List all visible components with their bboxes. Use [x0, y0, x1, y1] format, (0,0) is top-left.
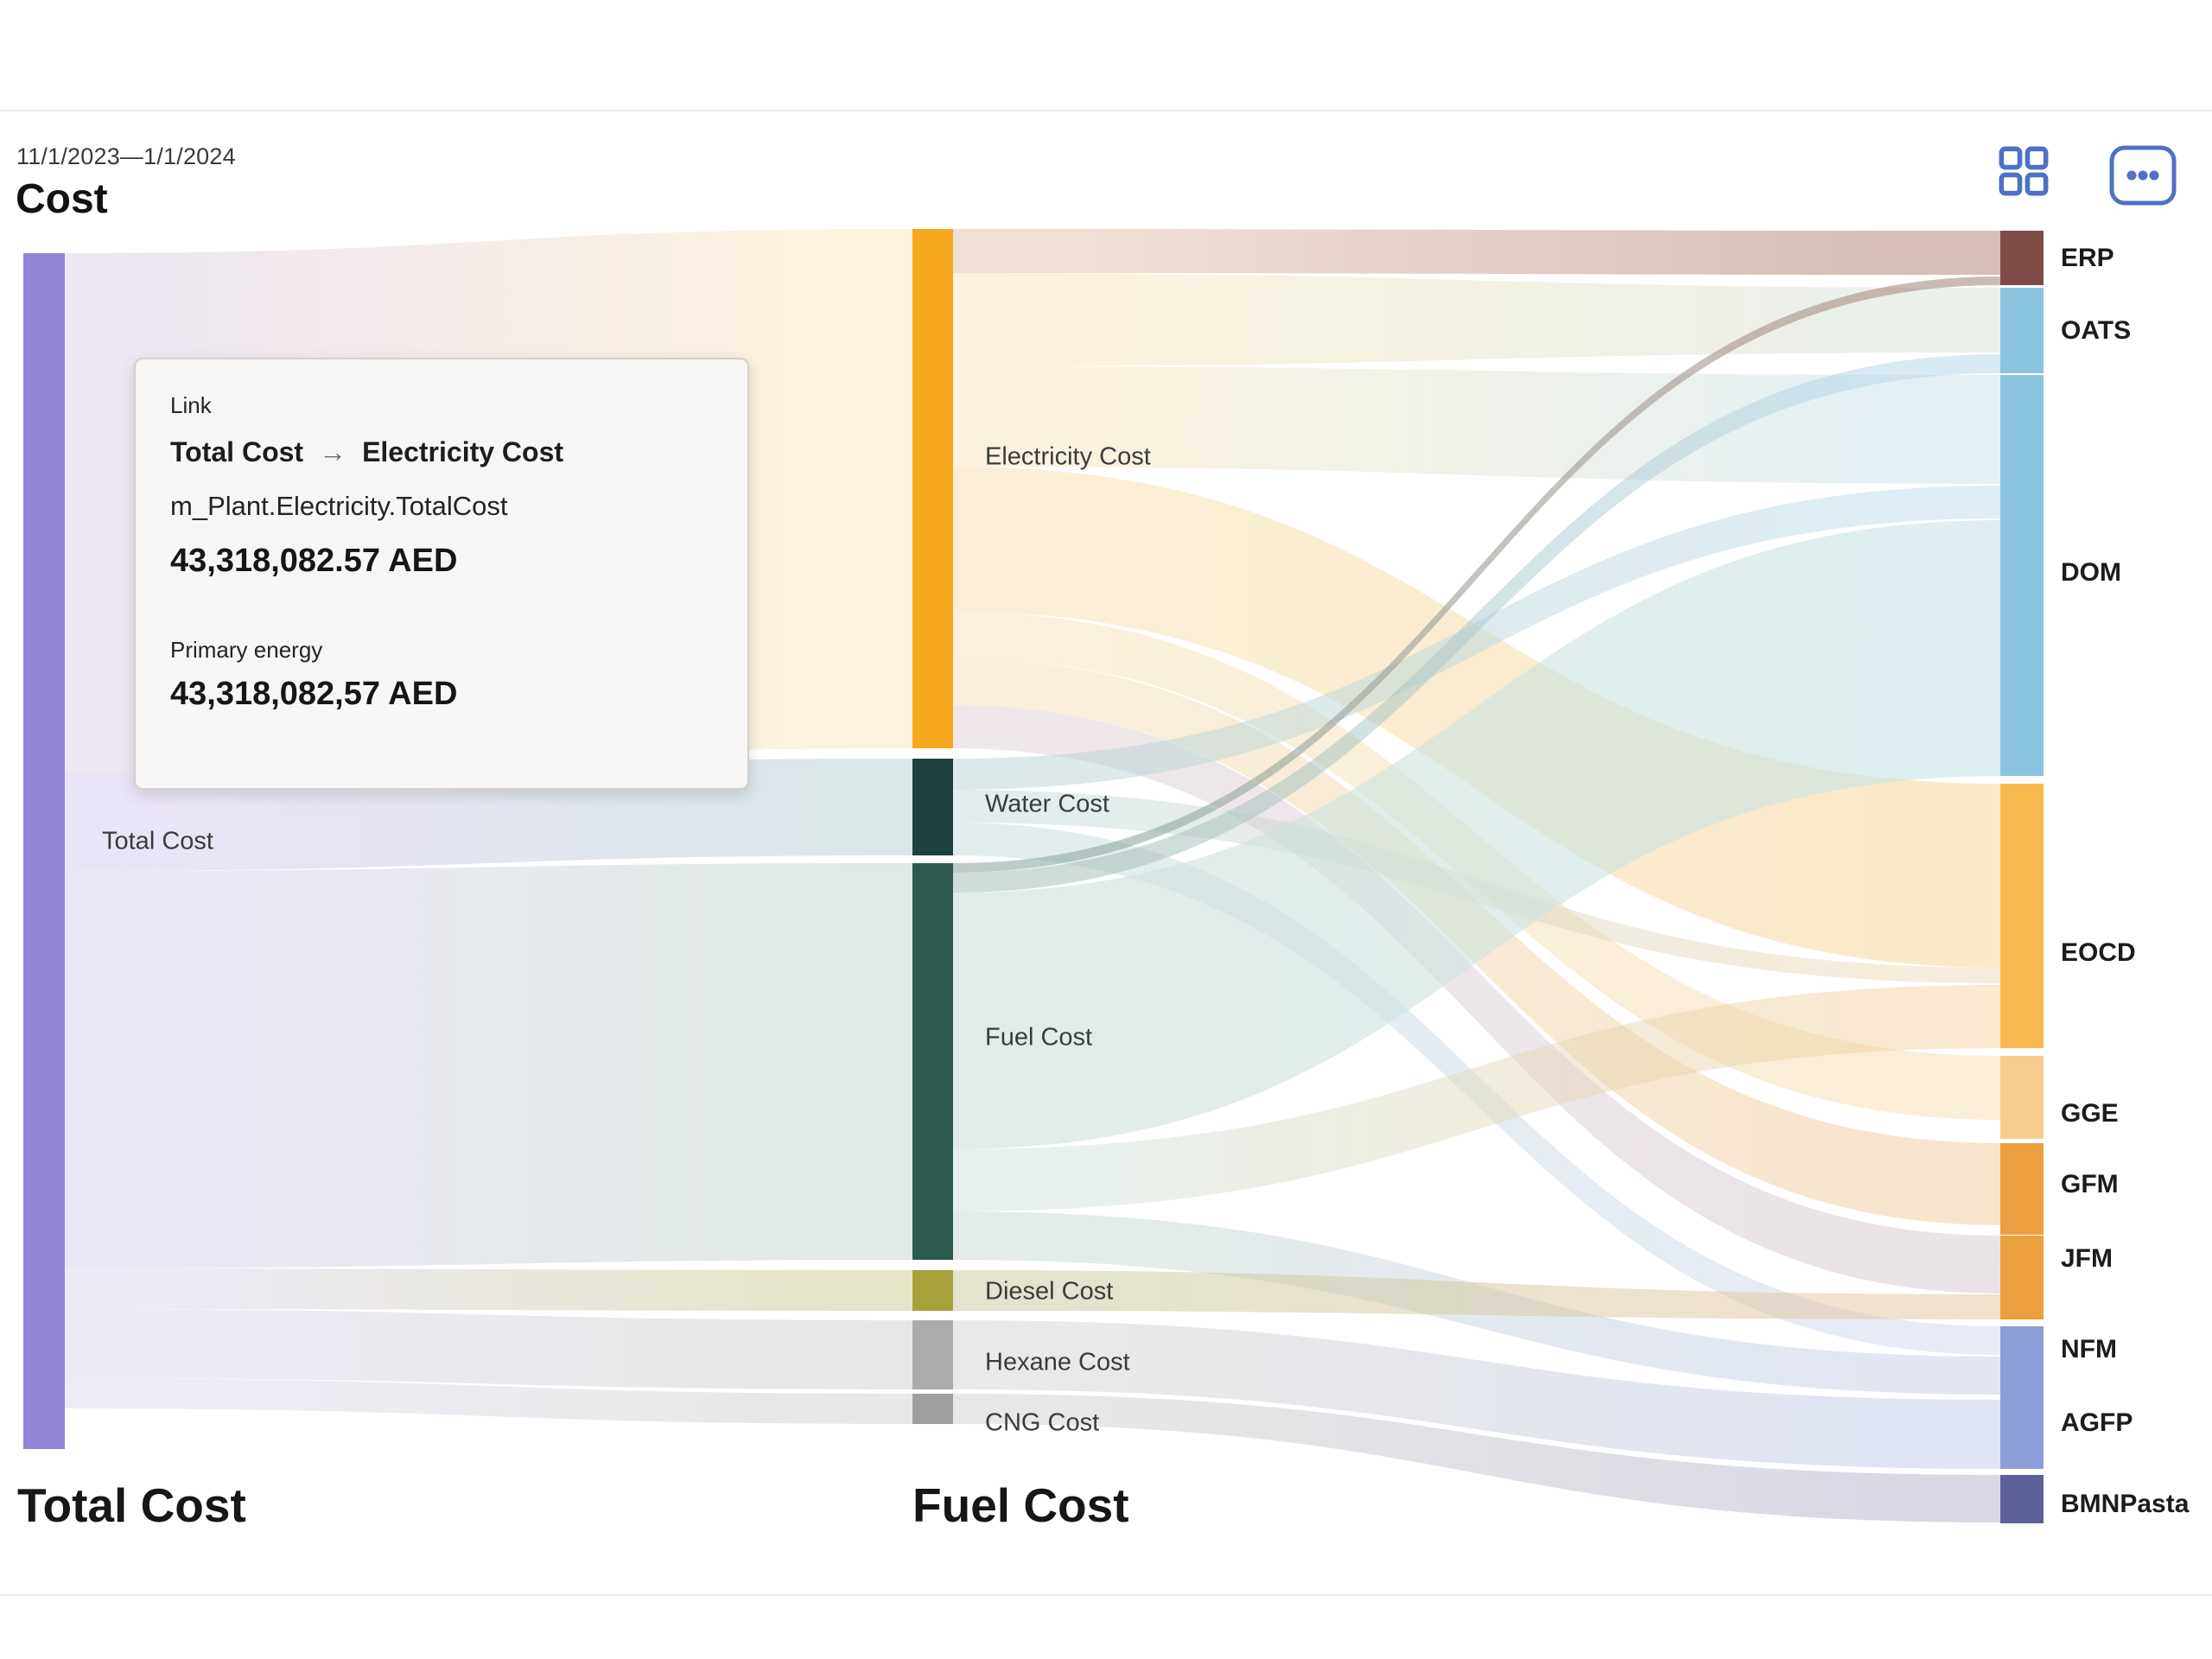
- node-label-electricity: Electricity Cost: [985, 443, 1151, 471]
- link-fuel-dom[interactable]: [953, 520, 2000, 1149]
- date-range-subtitle: 11/1/2023—1/1/2024: [16, 143, 236, 169]
- node-label-diesel: Diesel Cost: [985, 1278, 1113, 1306]
- node-label-jfm: JFM: [2061, 1244, 2113, 1273]
- node-label-gge: GGE: [2061, 1099, 2119, 1128]
- tooltip-secondary-label: Primary energy: [170, 637, 323, 663]
- link-total-hexane[interactable]: [65, 1309, 912, 1389]
- tooltip-target: Electricity Cost: [362, 436, 564, 467]
- link-hexane-agfp[interactable]: [953, 1320, 2000, 1469]
- arrow-right-icon: →: [319, 436, 347, 467]
- node-label-erp: ERP: [2061, 244, 2114, 272]
- link-total-diesel[interactable]: [65, 1268, 912, 1311]
- node-diesel[interactable]: [912, 1270, 953, 1311]
- ellipsis-icon: [2109, 145, 2177, 208]
- link-cng-bmnpasta[interactable]: [953, 1394, 2000, 1522]
- node-gge[interactable]: [2000, 1056, 2044, 1139]
- node-electricity[interactable]: [912, 229, 953, 748]
- node-bmnpasta[interactable]: [2000, 1475, 2044, 1523]
- node-eocd[interactable]: [2000, 784, 2044, 1048]
- node-label-cng: CNG Cost: [985, 1409, 1099, 1437]
- node-label-eocd: EOCD: [2061, 938, 2136, 967]
- node-jfm[interactable]: [2000, 1236, 2044, 1319]
- node-agfp[interactable]: [2000, 1398, 2044, 1469]
- link-electricity-jfm[interactable]: [953, 705, 2000, 1294]
- visual-top-border: [0, 110, 2212, 111]
- node-label-water: Water Cost: [985, 791, 1109, 818]
- node-label-fuel: Fuel Cost: [985, 1024, 1092, 1052]
- visual-title: Cost: [16, 176, 108, 222]
- node-hexane[interactable]: [912, 1320, 953, 1389]
- tooltip-value: 43,318,082.57 AED: [170, 543, 458, 579]
- link-fuel-erp[interactable]: [953, 276, 2000, 873]
- node-oats[interactable]: [2000, 288, 2044, 373]
- node-label-bmnpasta: BMNPasta: [2061, 1490, 2190, 1518]
- node-erp[interactable]: [2000, 231, 2044, 285]
- tooltip-measure: m_Plant.Electricity.TotalCost: [170, 491, 508, 521]
- link-water-dom[interactable]: [953, 486, 2000, 790]
- grid-layout-icon: [1999, 146, 2049, 199]
- link-electricity-oats[interactable]: [953, 273, 2000, 366]
- node-label-total: Total Cost: [102, 828, 213, 855]
- column-label-fuel-cost: Fuel Cost: [912, 1478, 1129, 1532]
- link-electricity-dom[interactable]: [953, 366, 2000, 484]
- node-cng[interactable]: [912, 1394, 953, 1424]
- visual-bottom-border: [0, 1594, 2212, 1596]
- node-label-dom: DOM: [2061, 558, 2121, 587]
- link-electricity-erp[interactable]: [953, 229, 2000, 275]
- node-label-nfm: NFM: [2061, 1335, 2117, 1363]
- node-gfm[interactable]: [2000, 1143, 2044, 1235]
- link-fuel-oats[interactable]: [953, 354, 2000, 893]
- link-diesel-jfm[interactable]: [953, 1270, 2000, 1319]
- link-total-fuel[interactable]: [65, 863, 912, 1268]
- node-total[interactable]: [23, 253, 65, 1449]
- column-label-total-cost: Total Cost: [17, 1478, 246, 1532]
- link-fuel-eocd[interactable]: [953, 985, 2000, 1211]
- node-label-oats: OATS: [2061, 316, 2131, 345]
- node-dom[interactable]: [2000, 375, 2044, 776]
- more-options-button[interactable]: [2109, 145, 2177, 206]
- tooltip-secondary-value: 43,318,082,57 AED: [170, 676, 458, 712]
- visual-header-toolbar: [1993, 145, 2191, 209]
- link-total-cng[interactable]: [65, 1378, 912, 1424]
- tooltip-link-route: Total Cost → Electricity Cost: [170, 436, 713, 468]
- node-label-gfm: GFM: [2061, 1170, 2119, 1198]
- node-water[interactable]: [912, 759, 953, 855]
- grid-layout-button[interactable]: [1998, 145, 2050, 199]
- tooltip-heading: Link: [170, 392, 212, 418]
- node-label-hexane: Hexane Cost: [985, 1349, 1130, 1376]
- tooltip-source: Total Cost: [170, 436, 304, 467]
- link-tooltip: Link Total Cost → Electricity Cost m_Pla…: [134, 358, 749, 790]
- node-fuel[interactable]: [912, 863, 953, 1260]
- node-label-agfp: AGFP: [2061, 1408, 2133, 1437]
- node-nfm[interactable]: [2000, 1326, 2044, 1398]
